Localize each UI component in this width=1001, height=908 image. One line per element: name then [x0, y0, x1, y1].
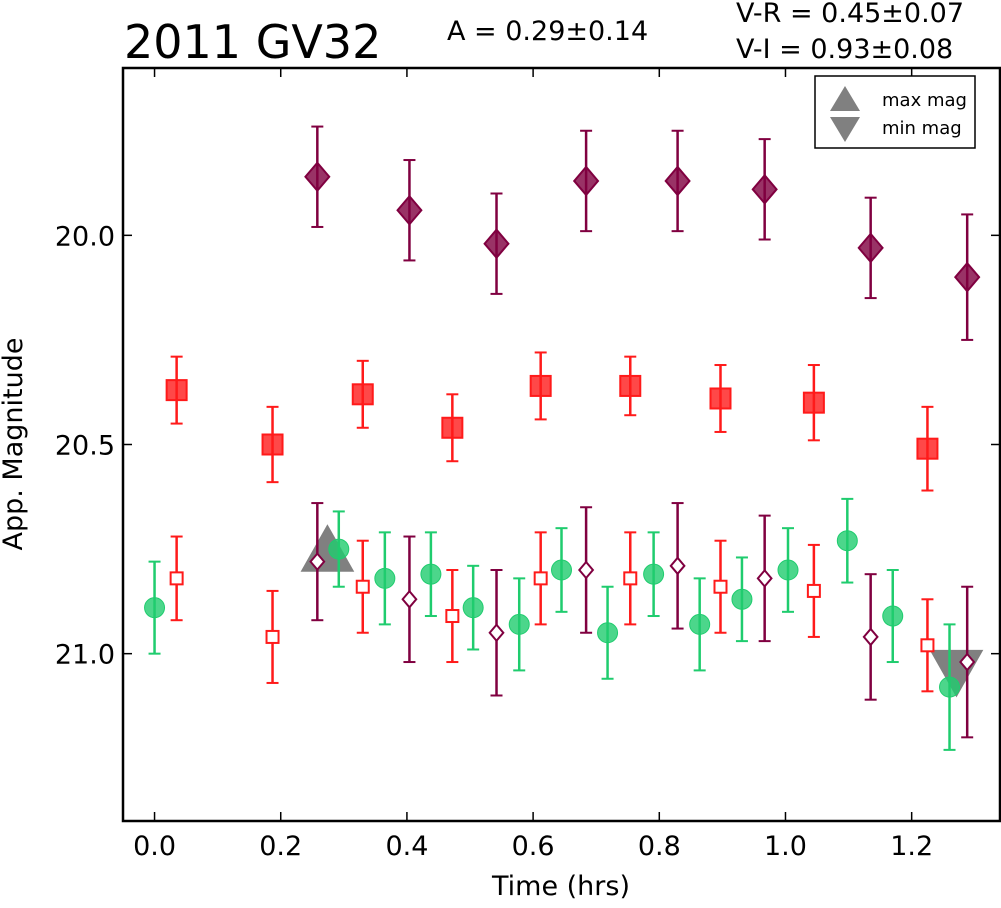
v-band-point	[420, 563, 442, 585]
legend-label: min mag	[882, 118, 962, 139]
legend-label: max mag	[882, 90, 967, 111]
r-band-open-point	[623, 571, 638, 586]
x-axis: 0.0 0.2 0.4 0.6 0.8 1.0 1.2	[133, 68, 933, 862]
legend: max mag min mag	[814, 75, 976, 149]
x-tick-label: 0.8	[638, 831, 681, 862]
v-band-point	[462, 597, 484, 619]
r-band-point	[261, 433, 284, 456]
r-band-point	[529, 374, 552, 397]
r-band-open-point	[355, 579, 370, 594]
v-band-point	[328, 538, 350, 560]
v-band-point	[144, 597, 166, 619]
r-band-open-point	[920, 638, 935, 653]
y-axis-label: App. Magnitude	[0, 338, 29, 551]
i-band-open-point	[862, 627, 879, 647]
x-axis-label: Time (hrs)	[491, 871, 630, 902]
i-band-point	[396, 194, 423, 226]
i-band-point	[751, 173, 778, 205]
v-band-point	[643, 563, 665, 585]
r-band-point	[802, 391, 825, 414]
r-band-point	[709, 387, 732, 410]
v-band-point	[597, 622, 619, 644]
i-band-open-point	[669, 556, 686, 576]
i-band-open-point	[577, 560, 595, 580]
color-label-vi: V-I = 0.93±0.08	[736, 34, 953, 65]
color-label-vr: V-R = 0.45±0.07	[736, 0, 964, 29]
v-band-point	[777, 559, 799, 581]
y-axis: 20.0 20.5 21.0	[55, 221, 1000, 671]
i-band-point	[483, 228, 510, 260]
i-band-open-point	[309, 552, 326, 572]
r-band-open-point	[265, 629, 280, 644]
v-band-point	[689, 613, 711, 635]
x-tick-label: 0.6	[512, 831, 555, 862]
y-tick-label: 21.0	[55, 640, 115, 671]
r-band-open-point	[533, 571, 548, 586]
r-band-point	[351, 383, 374, 406]
amplitude-label: A = 0.29±0.14	[447, 16, 648, 47]
plot-frame	[121, 66, 1001, 823]
r-band-open-point	[169, 571, 184, 586]
v-band-point	[731, 588, 753, 610]
r-band-open-point	[806, 583, 821, 598]
y-tick-label: 20.5	[55, 431, 115, 462]
r-band-open-point	[713, 579, 728, 594]
i-band-open-point	[488, 623, 505, 643]
x-tick-label: 1.0	[764, 831, 807, 862]
x-tick-label: 0.2	[259, 831, 302, 862]
plot-area	[144, 125, 984, 751]
legend-min-icon	[830, 117, 860, 142]
y-tick-label: 20.0	[55, 221, 115, 252]
x-tick-label: 1.2	[890, 831, 933, 862]
i-band-open-point	[401, 589, 418, 609]
x-tick-label: 0.4	[385, 831, 428, 862]
r-band-point	[441, 416, 464, 439]
r-band-point	[165, 379, 188, 402]
i-band-open-point	[756, 568, 773, 588]
v-band-point	[882, 605, 904, 627]
v-band-point	[939, 676, 961, 698]
legend-max-icon	[830, 86, 860, 111]
r-band-point	[916, 437, 939, 460]
v-band-point	[836, 530, 858, 552]
i-band-open-point	[959, 652, 976, 672]
v-band-point	[508, 613, 530, 635]
x-tick-label: 0.0	[133, 831, 176, 862]
chart-title: 2011 GV32	[124, 15, 381, 69]
i-band-point	[664, 165, 691, 197]
v-band-point	[551, 559, 572, 581]
r-band-point	[619, 374, 642, 397]
v-band-point	[374, 567, 396, 589]
i-band-point	[953, 261, 981, 293]
i-band-point	[572, 165, 600, 197]
i-band-point	[857, 232, 884, 264]
i-band-point	[304, 161, 331, 193]
r-band-open-point	[445, 609, 460, 624]
